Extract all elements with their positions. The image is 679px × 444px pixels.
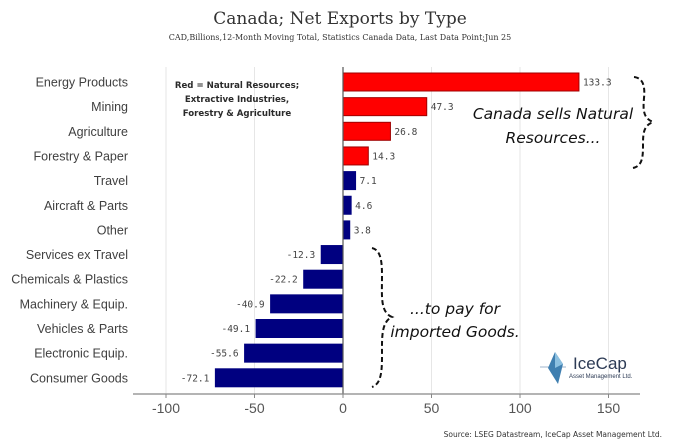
value-label: 47.3 — [431, 102, 454, 113]
source-note: Source: LSEG Datastream, IceCap Asset Ma… — [444, 430, 662, 439]
logo-tagline: Asset Management Ltd. — [569, 374, 633, 380]
bar — [342, 146, 369, 166]
value-label: 133.3 — [583, 78, 612, 89]
value-label: 26.8 — [394, 127, 417, 138]
category-label: Mining — [91, 100, 128, 114]
annotation-top: Canada sells Natural Resources... — [473, 76, 656, 169]
category-label: Other — [97, 223, 128, 237]
bar — [244, 343, 344, 363]
category-label: Chemicals & Plastics — [11, 273, 128, 287]
value-label: -72.1 — [181, 373, 210, 384]
x-tick-label: 150 — [597, 400, 621, 416]
annotation-line: Resources... — [506, 129, 601, 147]
legend-note-line: Extractive Industries, — [185, 95, 289, 105]
category-label: Travel — [94, 174, 128, 188]
legend-note-line: Forestry & Agriculture — [183, 109, 292, 119]
category-label: Aircraft & Parts — [44, 199, 128, 213]
x-tick-label: 50 — [424, 400, 440, 416]
brace-bottom-icon — [371, 247, 395, 388]
category-label: Forestry & Paper — [34, 149, 128, 163]
chart-title: Canada; Net Exports by Type — [213, 9, 467, 29]
bars — [214, 72, 580, 388]
legend-note: Red = Natural Resources; Extractive Indu… — [175, 81, 299, 119]
category-label: Energy Products — [36, 76, 128, 90]
category-label: Services ex Travel — [26, 248, 128, 262]
category-labels: Energy Products Mining Agriculture Forestry… — [11, 76, 128, 386]
gridlines — [165, 67, 609, 394]
bar — [342, 195, 352, 215]
brace-top-icon — [632, 76, 656, 169]
x-tick-label: -50 — [244, 400, 264, 416]
value-label: -22.2 — [269, 275, 298, 286]
annotation-bottom: ...to pay for imported Goods. — [371, 247, 520, 388]
value-label: -12.3 — [287, 250, 316, 261]
bar — [342, 171, 357, 191]
icecap-logo: IceCap Asset Management Ltd. — [540, 352, 633, 384]
value-label: -40.9 — [236, 299, 265, 310]
bar — [270, 294, 344, 314]
category-label: Consumer Goods — [30, 371, 128, 385]
value-label: -55.6 — [210, 349, 239, 360]
legend-note-line: Red = Natural Resources; — [175, 81, 299, 91]
value-label: -49.1 — [221, 324, 250, 335]
bar — [342, 97, 428, 117]
category-label: Agriculture — [68, 125, 128, 139]
bar — [303, 269, 344, 289]
value-label: 3.8 — [354, 225, 371, 236]
value-label: 14.3 — [372, 151, 395, 162]
logo-name: IceCap — [573, 354, 627, 373]
x-tick-label: 100 — [508, 400, 532, 416]
bar — [214, 368, 344, 388]
category-label: Vehicles & Parts — [37, 322, 128, 336]
bar — [342, 220, 351, 240]
x-tick-label: -100 — [152, 400, 180, 416]
bar — [342, 121, 391, 141]
value-label: 7.1 — [360, 176, 377, 187]
annotation-line: ...to pay for — [410, 300, 502, 318]
chart-subtitle: CAD,Billions,12-Month Moving Total, Stat… — [169, 33, 511, 42]
annotation-line: Canada sells Natural — [473, 105, 634, 123]
x-axis: -100 -50 0 50 100 150 — [133, 67, 640, 416]
category-label: Machinery & Equip. — [20, 297, 128, 311]
value-labels: 133.3 47.3 26.8 14.3 7.1 4.6 3.8 -12.3 -22.2 -40.… — [181, 78, 612, 385]
x-tick-label: 0 — [339, 400, 347, 416]
value-label: 4.6 — [355, 201, 372, 212]
bar — [342, 72, 580, 92]
bar — [255, 319, 344, 338]
annotation-line: imported Goods. — [390, 323, 519, 341]
bar — [320, 245, 344, 265]
category-label: Electronic Equip. — [34, 347, 128, 361]
